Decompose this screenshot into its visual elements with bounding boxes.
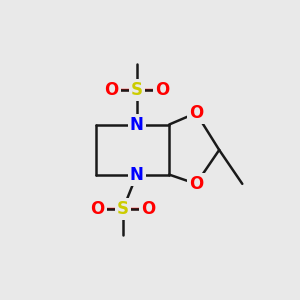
Text: O: O [189, 175, 203, 193]
Text: N: N [130, 116, 144, 134]
Text: O: O [155, 81, 169, 99]
Text: O: O [155, 81, 169, 99]
Text: S: S [131, 81, 143, 99]
Text: O: O [104, 81, 118, 99]
Text: O: O [141, 200, 155, 218]
Text: O: O [90, 200, 105, 218]
Text: O: O [90, 200, 105, 218]
Text: O: O [104, 81, 118, 99]
Text: S: S [117, 200, 129, 218]
Text: S: S [131, 81, 143, 99]
Text: N: N [130, 166, 144, 184]
Text: O: O [189, 104, 203, 122]
Text: O: O [141, 200, 155, 218]
Text: S: S [117, 200, 129, 218]
